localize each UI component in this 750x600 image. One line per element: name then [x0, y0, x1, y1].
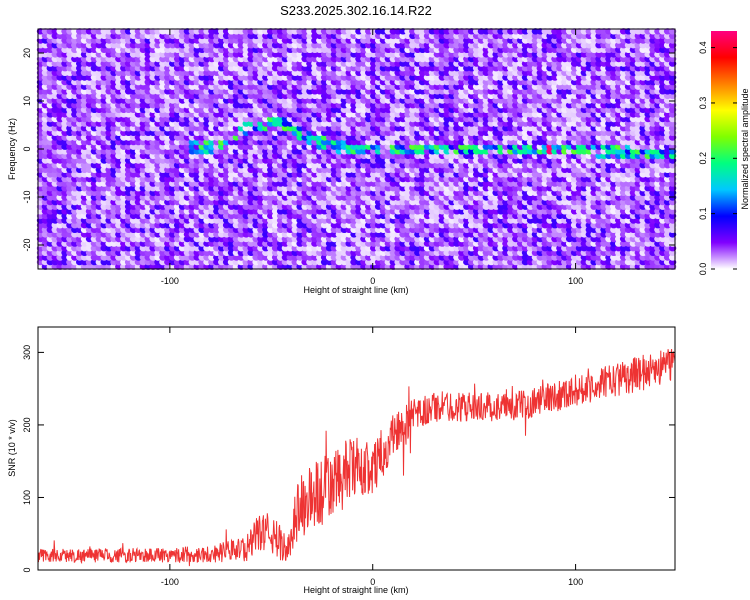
heatmap-cells: [36, 28, 677, 270]
figure-title: S233.2025.302.16.14.R22: [280, 3, 432, 18]
